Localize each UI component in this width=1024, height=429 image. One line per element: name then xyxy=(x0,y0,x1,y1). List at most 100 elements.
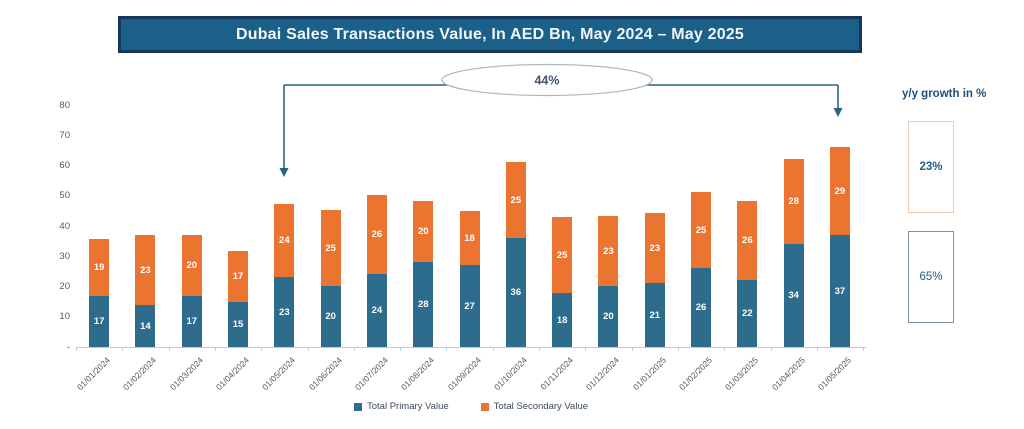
primary-segment: 24 xyxy=(366,274,387,347)
secondary-segment: 23 xyxy=(598,216,619,286)
y-axis-tick-label: 30 xyxy=(59,250,70,262)
x-axis-tick-mark xyxy=(446,347,448,351)
primary-value-label: 34 xyxy=(788,290,799,301)
x-axis-tick-mark xyxy=(863,347,865,351)
stacked-bar-01/01/2025: 21 23 xyxy=(644,105,665,347)
x-axis-tick-mark xyxy=(261,347,263,351)
y-axis-tick-label: - xyxy=(66,341,70,353)
legend-item: Total Secondary Value xyxy=(480,401,589,412)
legend-swatch-icon xyxy=(353,402,362,411)
secondary-value-label: 24 xyxy=(279,235,290,246)
secondary-value-label: 19 xyxy=(93,262,105,273)
x-axis-tick-mark xyxy=(307,347,309,351)
secondary-segment: 28 xyxy=(783,159,804,244)
x-axis-tick-mark xyxy=(214,347,216,351)
primary-value-label: 27 xyxy=(464,300,475,312)
secondary-value-label: 26 xyxy=(371,229,383,240)
secondary-segment: 25 xyxy=(505,162,526,238)
primary-value-label: 21 xyxy=(649,309,661,321)
x-axis-tick-mark xyxy=(585,347,587,351)
primary-segment: 15 xyxy=(228,302,249,347)
yoy-growth-primary-box: 65% xyxy=(908,231,954,323)
primary-segment: 20 xyxy=(598,286,619,347)
legend-swatch-icon xyxy=(480,402,489,411)
primary-value-label: 37 xyxy=(834,285,846,297)
primary-value-label: 14 xyxy=(140,320,151,332)
primary-value-label: 17 xyxy=(186,316,198,327)
stacked-bar-01/04/2025: 34 28 xyxy=(783,105,804,347)
primary-segment: 14 xyxy=(135,305,156,347)
primary-value-label: 17 xyxy=(93,316,105,327)
plot-area: 17 19 01/01/2024 14 23 01/02/2024 17 20 01/03/20… xyxy=(75,105,866,392)
primary-segment: 28 xyxy=(413,262,434,347)
primary-value-label: 20 xyxy=(325,311,336,322)
primary-value-label: 20 xyxy=(603,311,614,322)
primary-value-label: 18 xyxy=(556,314,568,326)
primary-value-label: 15 xyxy=(232,319,244,330)
chart-title: Dubai Sales Transactions Value, In AED B… xyxy=(235,25,745,43)
legend-label: Total Secondary Value xyxy=(493,401,589,412)
chart-legend: Total Primary Value Total Secondary Value xyxy=(76,401,866,412)
secondary-segment: 19 xyxy=(89,239,110,296)
primary-segment: 37 xyxy=(829,235,850,347)
primary-value-label: 23 xyxy=(279,306,290,318)
primary-value-label: 26 xyxy=(695,302,707,313)
stacked-bar-01/12/2024: 20 23 xyxy=(598,105,619,347)
secondary-value-label: 25 xyxy=(556,249,568,261)
y-axis-tick-label: 60 xyxy=(59,160,70,171)
primary-value-label: 22 xyxy=(742,308,753,319)
growth-percentage-label: 44% xyxy=(534,74,559,88)
secondary-value-label: 23 xyxy=(649,242,661,254)
stacked-bar-01/06/2024: 20 25 xyxy=(320,105,341,347)
x-axis-tick-mark xyxy=(677,347,679,351)
primary-segment: 36 xyxy=(505,238,526,347)
secondary-segment: 23 xyxy=(644,213,665,283)
secondary-value-label: 25 xyxy=(695,224,707,236)
yoy-growth-secondary-box: 23% xyxy=(908,121,954,213)
secondary-segment: 25 xyxy=(552,217,573,293)
secondary-segment: 25 xyxy=(320,210,341,286)
x-axis-tick-mark xyxy=(816,347,818,351)
stacked-bar-01/01/2024: 17 19 xyxy=(89,105,110,347)
primary-value-label: 24 xyxy=(371,305,383,316)
x-axis-tick-mark xyxy=(400,347,402,351)
y-axis-tick-label: 10 xyxy=(59,311,70,323)
stacked-bar-01/02/2024: 14 23 xyxy=(135,105,156,347)
secondary-segment: 26 xyxy=(737,201,758,280)
secondary-value-label: 26 xyxy=(742,235,753,246)
secondary-segment: 20 xyxy=(413,201,434,262)
legend-label: Total Primary Value xyxy=(366,401,449,412)
primary-segment: 26 xyxy=(691,268,712,347)
stacked-bar-01/05/2025: 37 29 xyxy=(829,105,850,347)
secondary-segment: 17 xyxy=(228,251,249,302)
stacked-bar-01/08/2024: 28 20 xyxy=(413,105,434,347)
x-axis-tick-mark xyxy=(122,347,124,351)
primary-segment: 34 xyxy=(783,244,804,347)
primary-segment: 18 xyxy=(552,293,573,347)
stacked-bar-01/03/2024: 17 20 xyxy=(181,105,202,347)
secondary-segment: 20 xyxy=(181,235,202,296)
stacked-bar-01/05/2024: 23 24 xyxy=(274,105,295,347)
x-axis-tick-mark xyxy=(492,347,494,351)
primary-segment: 27 xyxy=(459,265,480,347)
stacked-bar-01/11/2024: 18 25 xyxy=(552,105,573,347)
primary-value-label: 28 xyxy=(417,299,429,310)
x-axis-tick-mark xyxy=(168,347,170,351)
primary-segment: 17 xyxy=(181,296,202,347)
secondary-segment: 18 xyxy=(459,211,480,265)
secondary-value-label: 23 xyxy=(140,264,151,276)
secondary-value-label: 29 xyxy=(834,185,846,197)
secondary-value-label: 20 xyxy=(186,260,198,271)
secondary-segment: 29 xyxy=(829,147,850,235)
secondary-segment: 26 xyxy=(366,195,387,274)
x-axis-tick-mark xyxy=(76,347,77,351)
yoy-growth-secondary-value: 23% xyxy=(919,161,943,173)
secondary-value-label: 28 xyxy=(788,196,799,207)
x-axis-tick-mark xyxy=(631,347,633,351)
x-axis-tick-mark xyxy=(770,347,772,351)
stacked-bar-01/07/2024: 24 26 xyxy=(366,105,387,347)
x-axis-tick-mark xyxy=(724,347,726,351)
growth-ellipse-badge xyxy=(441,63,653,97)
y-axis-tick-label: 80 xyxy=(59,99,70,111)
